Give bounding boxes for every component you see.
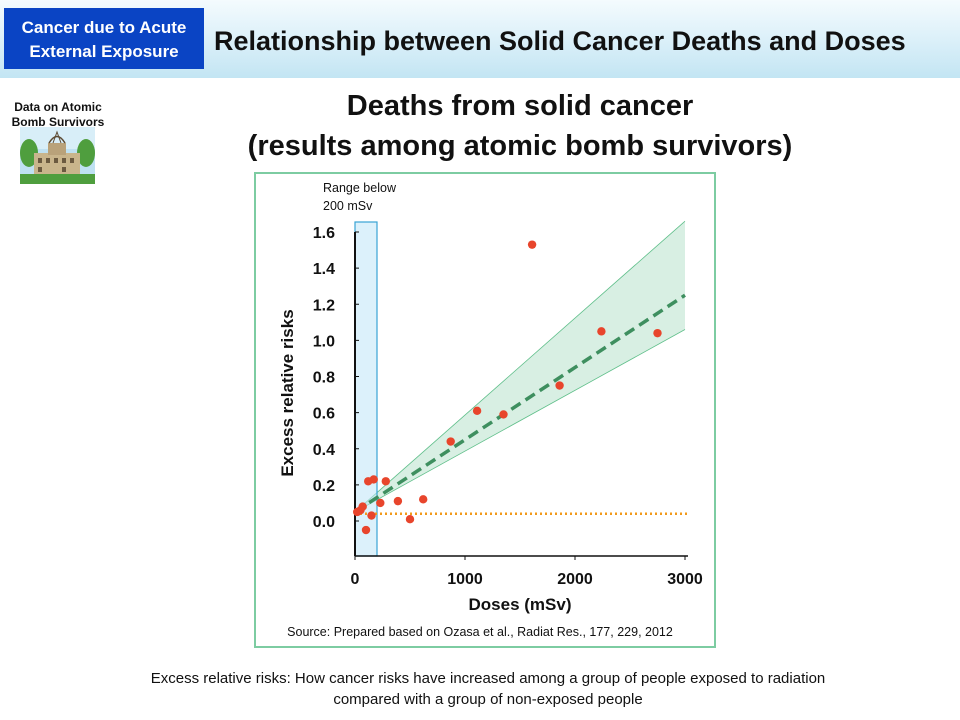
- lines-layer: [354, 293, 688, 516]
- data-point: [369, 475, 378, 484]
- data-point: [381, 477, 390, 486]
- data-point: [472, 406, 482, 416]
- data-point: [527, 240, 537, 249]
- data-point: [358, 502, 367, 511]
- y-tick-label: 0.0: [313, 514, 335, 531]
- data-point: [653, 328, 662, 338]
- y-tick-label: 1.2: [313, 297, 335, 314]
- section-badge-label: Cancer due to Acute External Exposure: [21, 17, 187, 61]
- data-point: [446, 437, 455, 446]
- data-point: [499, 410, 508, 419]
- data-point: [367, 511, 376, 520]
- x-tick-label: 2000: [557, 571, 593, 588]
- data-point: [597, 327, 606, 336]
- confidence-band-layer: [354, 220, 686, 513]
- y-tick-label: 1.6: [313, 225, 335, 242]
- data-point: [419, 495, 428, 504]
- x-tick-label: 3000: [667, 571, 703, 588]
- highlight-range-label: 200 mSv: [323, 199, 373, 213]
- chart-main-title: Deaths from solid cancer (results among …: [247, 90, 793, 162]
- data-point: [361, 525, 371, 535]
- chart-frame: 0.0 0.2 0.4 0.6 0.8 1.0 1.2 1.4 1.6 0 1000 2000 3000…: [254, 172, 716, 648]
- points-layer: [353, 240, 662, 535]
- y-axis-label: Excess relative risks: [278, 309, 297, 476]
- atomic-bomb-survivors-label: Data on Atomic Bomb Survivors: [11, 100, 105, 129]
- confidence-band-upper: [354, 220, 686, 513]
- highlight-range-label: Range below: [323, 181, 397, 195]
- x-tick-label: 0: [351, 571, 360, 588]
- y-tick-label: 1.4: [313, 261, 335, 278]
- y-tick-label: 0.4: [313, 442, 335, 459]
- atomic-bomb-dome-icon: [20, 127, 95, 184]
- data-point: [393, 496, 403, 506]
- chart-source-note: Source: Prepared based on Ozasa et al., …: [287, 625, 673, 639]
- axes-layer: [354, 231, 688, 560]
- confidence-band-lower: [354, 329, 686, 513]
- footer-note: Excess relative risks: How cancer risks …: [150, 670, 826, 708]
- text-layer: 0.0 0.2 0.4 0.6 0.8 1.0 1.2 1.4 1.6 0 1000 2000 3000…: [278, 181, 703, 639]
- section-badge: Cancer due to Acute External Exposure: [4, 8, 204, 69]
- y-tick-label: 0.8: [313, 370, 335, 387]
- data-point: [405, 514, 415, 524]
- chart-plot: 0.0 0.2 0.4 0.6 0.8 1.0 1.2 1.4 1.6 0 1000 2000 3000…: [278, 181, 703, 639]
- fit-line: [354, 293, 686, 514]
- y-tick-label: 0.6: [313, 406, 335, 423]
- data-point: [555, 381, 564, 390]
- x-axis-label: Doses (mSv): [469, 595, 572, 614]
- page-header-title: Relationship between Solid Cancer Deaths…: [214, 26, 906, 56]
- y-tick-label: 1.0: [313, 333, 335, 350]
- data-point: [376, 498, 385, 508]
- y-tick-label: 0.2: [313, 478, 335, 495]
- x-tick-label: 1000: [447, 571, 483, 588]
